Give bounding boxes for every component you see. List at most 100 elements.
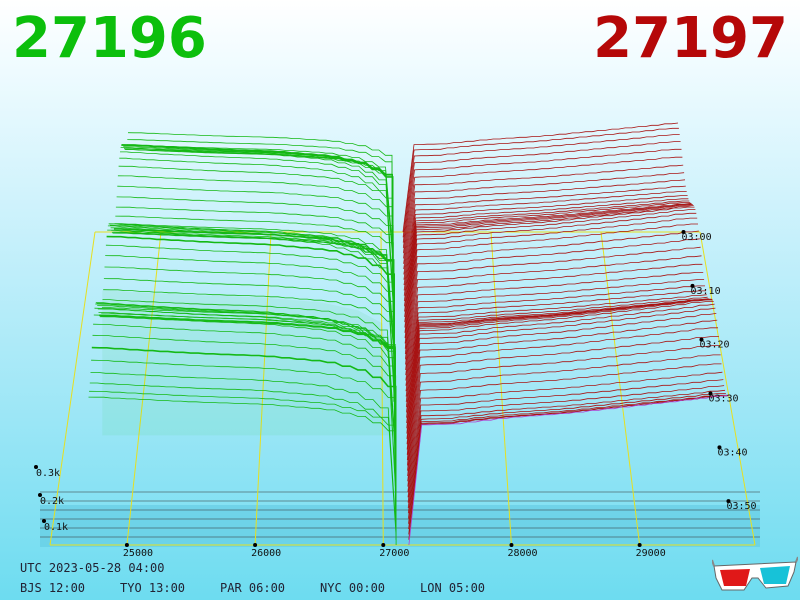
ask-price: 27197 xyxy=(593,6,788,71)
ask-depth-slice xyxy=(407,319,718,471)
ask-depth-slice xyxy=(406,303,715,455)
bid-depth-slice xyxy=(123,146,393,270)
ask-depth-slice xyxy=(404,205,694,328)
bid-depth-slice xyxy=(101,307,396,439)
ask-depth-slice xyxy=(408,389,726,519)
bid-depth-slice xyxy=(120,147,394,291)
time-tick-label: 03:20 xyxy=(699,340,729,351)
ask-depth-slice xyxy=(405,290,706,402)
x-tick-label: 26000 xyxy=(251,548,281,559)
depth-tick-mark xyxy=(34,465,38,469)
depth-tick-mark xyxy=(38,493,42,497)
price-grid-line xyxy=(254,231,272,546)
bid-depth-slice xyxy=(92,334,397,514)
price-grid-line xyxy=(600,231,641,546)
bid-depth-slice xyxy=(126,144,393,243)
depth-tick-label: 0.2k xyxy=(40,496,64,507)
x-tick-label: 25000 xyxy=(123,548,153,559)
time-tick-mark xyxy=(717,445,722,450)
ask-depth-slice xyxy=(405,230,699,360)
time-tick-label: 03:30 xyxy=(708,394,738,405)
ask-depth-slice xyxy=(406,307,716,461)
timezone-tyo: TYO 13:00 xyxy=(120,581,186,595)
ask-depth-slice xyxy=(403,164,684,264)
ask-depth-slice xyxy=(405,263,703,381)
x-tick-label: 29000 xyxy=(636,548,666,559)
bid-depth-slice xyxy=(95,303,396,492)
timezone-nyc: NYC 00:00 xyxy=(320,581,386,595)
ask-depth-slice xyxy=(406,301,714,450)
bid-depth-slice xyxy=(127,132,393,232)
bid-area-fill xyxy=(102,290,395,436)
price-grid-line xyxy=(126,231,162,546)
ask-depth-slice xyxy=(405,238,700,365)
time-tick-label: 03:50 xyxy=(726,501,756,512)
bid-depth-slice xyxy=(110,227,395,370)
bid-depth-slice xyxy=(115,206,394,328)
bid-depth-slice xyxy=(89,382,397,535)
bid-depth-slice xyxy=(107,229,395,397)
ask-depth-slice xyxy=(405,294,707,408)
ask-depth-slice xyxy=(406,296,708,413)
timezone-lon: LON 05:00 xyxy=(420,581,486,595)
ask-depth-slice xyxy=(407,363,722,498)
bid-depth-slice xyxy=(93,323,397,508)
timezone-par: PAR 06:00 xyxy=(220,581,286,595)
timezone-bjs: BJS 12:00 xyxy=(20,581,86,595)
ask-depth-slice xyxy=(403,198,689,296)
ask-depth-slice xyxy=(403,190,687,286)
3d-glasses-icon[interactable] xyxy=(712,556,798,594)
left-axis-line xyxy=(49,231,96,546)
ask-depth-slice xyxy=(406,299,713,445)
bid-depth-slice xyxy=(102,299,395,434)
bid-depth-slice xyxy=(119,157,394,302)
ask-depth-slice xyxy=(407,345,720,487)
ask-depth-slice xyxy=(405,255,702,376)
ask-depth-slice xyxy=(404,212,697,344)
bid-depth-slice xyxy=(88,396,397,545)
ask-depth-slice xyxy=(407,379,724,508)
chart-floor xyxy=(40,491,760,547)
time-tick-label: 03:10 xyxy=(690,286,720,297)
ask-depth-slice xyxy=(403,179,686,275)
ask-depth-slice xyxy=(407,313,717,466)
bid-depth-slice xyxy=(94,307,396,498)
x-tick-label: 27000 xyxy=(379,548,409,559)
bid-depth-slice xyxy=(103,289,396,429)
ask-depth-slice xyxy=(402,127,679,238)
bid-depth-slice xyxy=(117,185,394,317)
ask-depth-slice xyxy=(407,371,723,503)
ask-depth-slice xyxy=(404,206,695,333)
bid-depth-slice xyxy=(114,223,394,339)
price-grid-line xyxy=(490,231,512,546)
bid-depth-slice xyxy=(91,346,397,519)
ask-depth-slice xyxy=(407,354,721,492)
time-tick-mark xyxy=(699,337,704,342)
bid-depth-slice xyxy=(95,302,396,487)
bid-depth-slice xyxy=(106,235,396,402)
ask-depth-slice xyxy=(408,392,726,524)
bid-depth-slice xyxy=(111,230,395,365)
bid-depth-slice xyxy=(108,223,395,386)
x-tick-mark xyxy=(637,543,642,547)
bid-depth-slice xyxy=(127,139,393,238)
bid-depth-slice xyxy=(115,215,394,333)
right-axis-line xyxy=(699,231,756,546)
x-tick-mark xyxy=(253,543,258,547)
ask-depth-slice xyxy=(404,217,698,349)
ask-depth-slice xyxy=(405,279,705,392)
ask-depth-slice xyxy=(403,195,688,291)
chart-floor-band xyxy=(40,505,760,547)
ask-depth-slice xyxy=(405,271,704,386)
ask-depth-slice xyxy=(404,203,692,317)
ask-depth-slice xyxy=(408,394,730,546)
ask-depth-slice xyxy=(404,223,698,355)
bid-depth-slice xyxy=(109,224,395,376)
bid-price: 27196 xyxy=(12,6,207,71)
ask-depth-slice xyxy=(407,336,719,482)
x-tick-label: 28000 xyxy=(507,548,537,559)
ask-depth-slice xyxy=(405,285,705,397)
ask-depth-slice xyxy=(408,394,727,530)
depth-surfaces xyxy=(88,122,730,546)
ask-depth-slice xyxy=(404,209,696,339)
